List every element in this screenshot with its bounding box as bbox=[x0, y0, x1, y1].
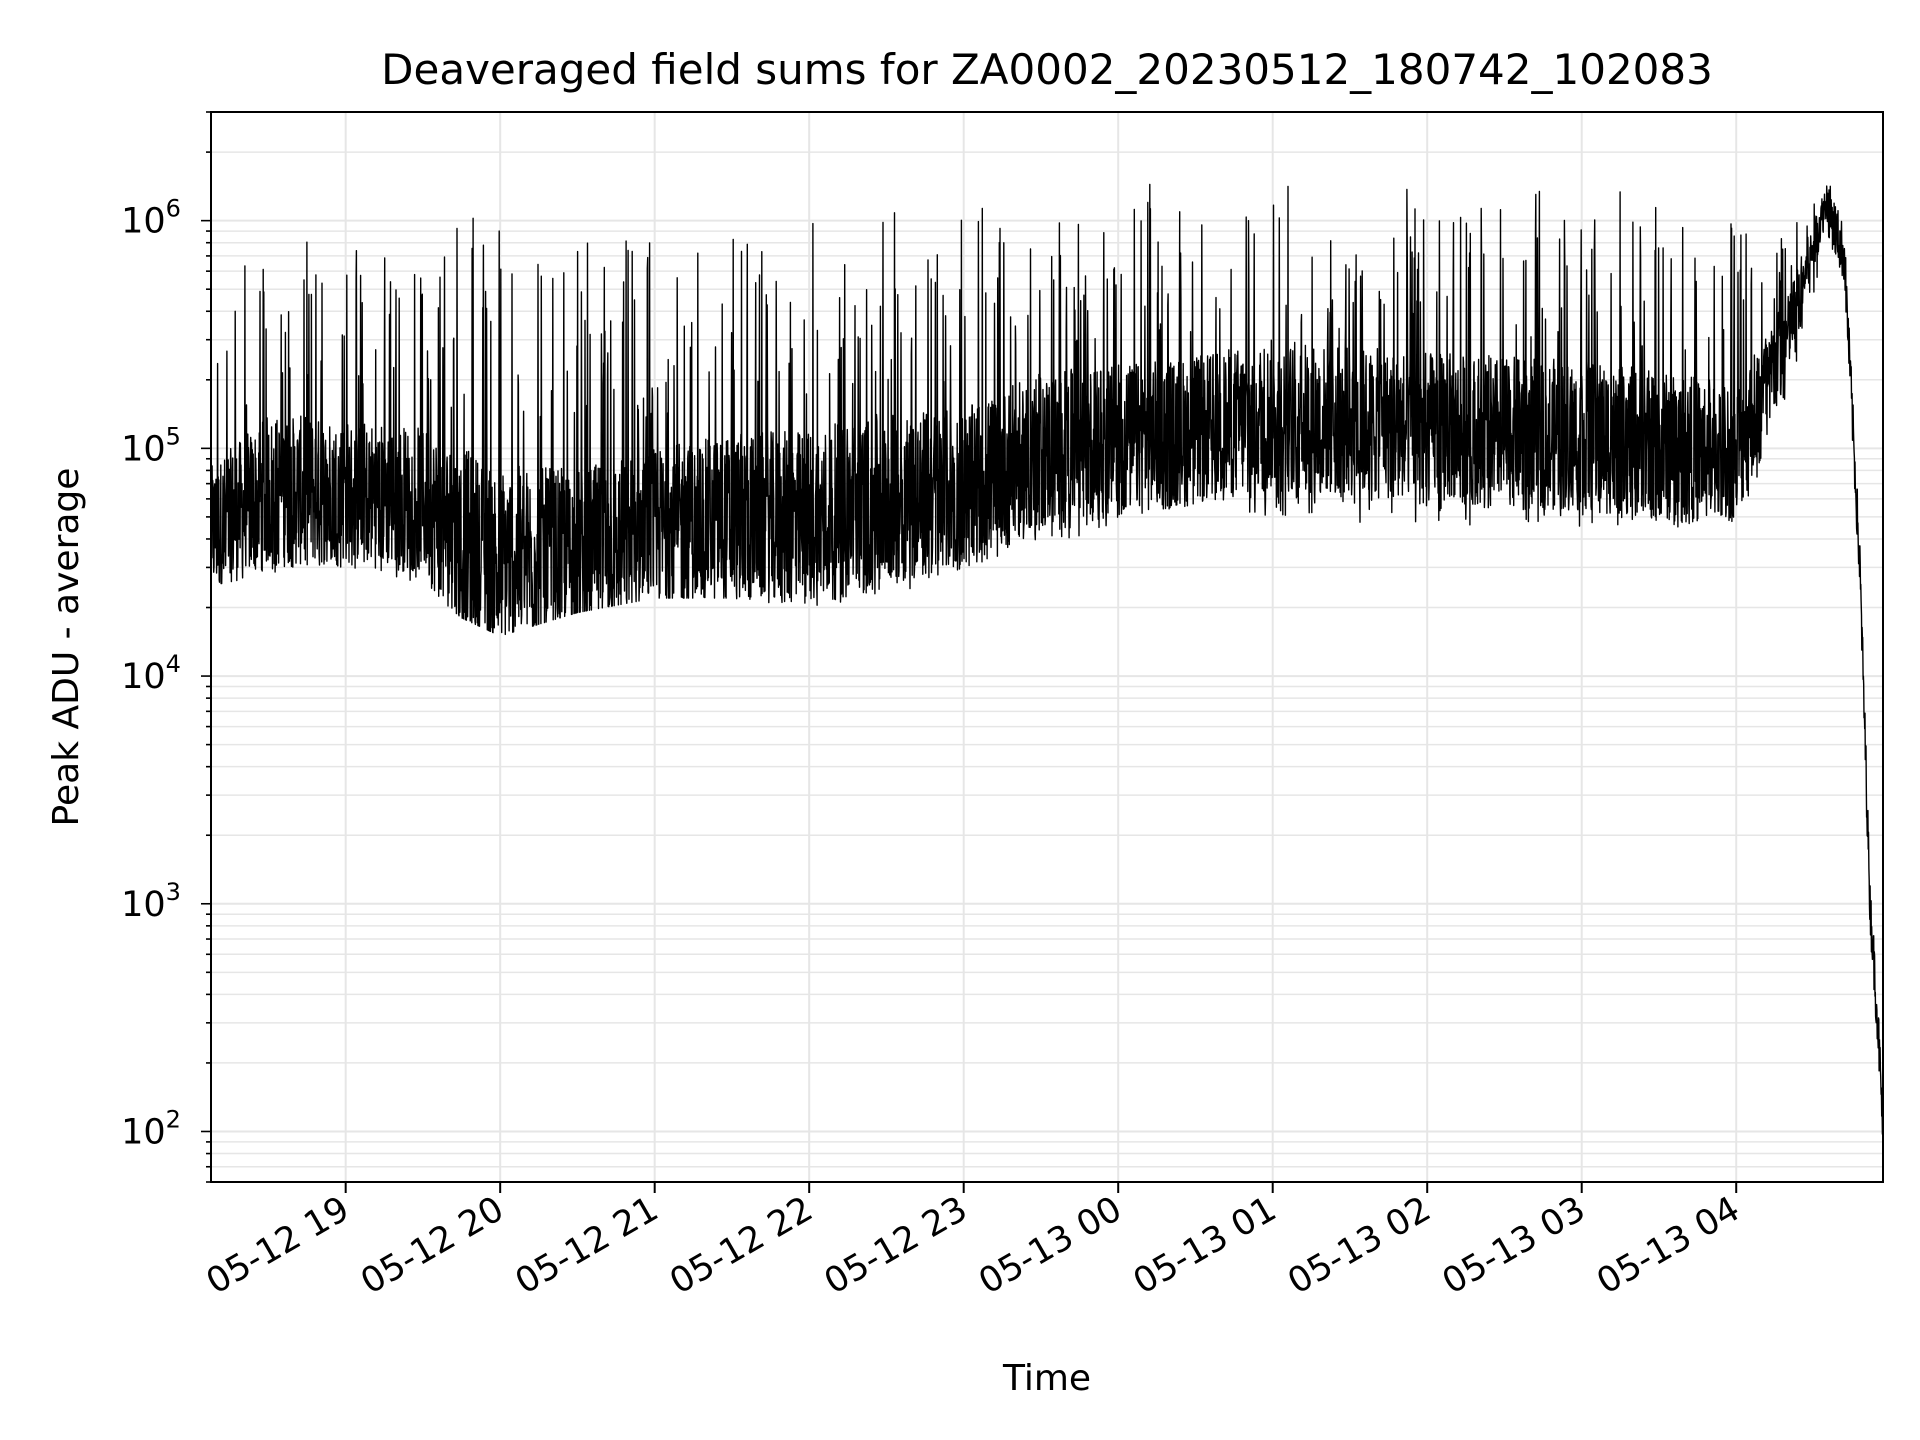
chart-title: Deaveraged field sums for ZA0002_2023051… bbox=[381, 45, 1713, 94]
y-axis: 102 103 104 105 106 bbox=[121, 111, 211, 1183]
y-tick-label: 102 bbox=[121, 1105, 181, 1152]
y-axis-label: Peak ADU - average bbox=[46, 468, 87, 827]
series-line-path bbox=[211, 183, 1884, 1135]
plot-frame bbox=[210, 111, 1884, 1183]
series-line bbox=[211, 183, 1884, 1135]
x-axis-label: Time bbox=[1002, 1358, 1091, 1399]
y-tick-label: 103 bbox=[121, 878, 181, 925]
y-tick-label: 105 bbox=[121, 422, 181, 469]
y-tick-label: 106 bbox=[121, 195, 181, 242]
grid bbox=[211, 111, 1883, 1183]
y-tick-label: 104 bbox=[121, 650, 181, 697]
